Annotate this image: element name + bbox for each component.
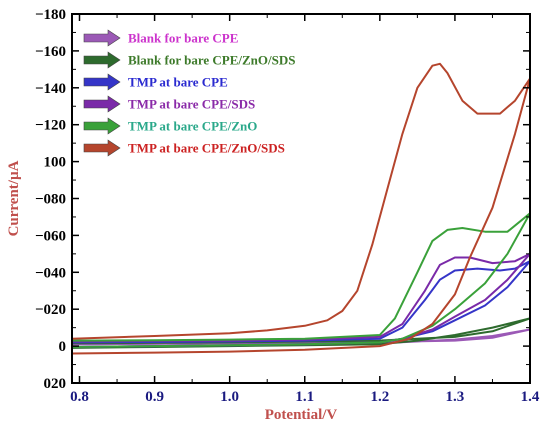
x-tick-label: 0.8 [70, 389, 89, 405]
legend-label: Blank for bare CPE/ZnO/SDS [128, 53, 295, 68]
legend-label: Blank for bare CPE [128, 31, 238, 46]
y-tick-label: 020 [44, 376, 67, 392]
legend-label: TMP at bare CPE/ZnO [128, 119, 257, 134]
y-tick-label: −060 [35, 228, 66, 244]
plot-frame [71, 13, 531, 384]
x-tick-label: 1.1 [295, 389, 314, 405]
legend-entry-3: TMP at bare CPE [83, 73, 228, 91]
y-tick-label: −040 [35, 265, 66, 281]
x-tick-label: 1.0 [220, 389, 239, 405]
y-tick-label: −160 [35, 44, 66, 60]
x-tick-label: 1.3 [446, 389, 465, 405]
y-tick-label: −020 [35, 302, 66, 318]
legend-label: TMP at bare CPE [128, 75, 228, 90]
x-axis-label: Potential/V [265, 407, 338, 423]
x-tick-label: 1.2 [370, 389, 389, 405]
curves-layer [71, 62, 531, 355]
legend-entry-4: TMP at bare CPE/SDS [83, 95, 255, 113]
legend-entry-1: Blank for bare CPE [83, 29, 238, 47]
legend-label: TMP at bare CPE/ZnO/SDS [128, 141, 285, 156]
legend-arrow-icon [83, 139, 121, 157]
y-tick-label: −120 [35, 118, 66, 134]
y-tick-label: −140 [35, 81, 66, 97]
legend-entry-5: TMP at bare CPE/ZnO [83, 117, 257, 135]
legend-arrow-icon [83, 95, 121, 113]
y-axis-label: Current/µA [6, 160, 22, 236]
x-axis-ticks: 0.8 0.9 1.0 1.1 1.2 1.3 1.4 [70, 14, 540, 405]
legend-arrow-icon [83, 51, 121, 69]
legend-arrow-icon [83, 73, 121, 91]
legend-arrow-icon [83, 117, 121, 135]
series-line-6 [71, 62, 531, 355]
x-tick-label: 1.4 [521, 389, 540, 405]
legend-arrow-icon [83, 29, 121, 47]
y-tick-label: −080 [35, 192, 66, 208]
y-tick-label: −180 [35, 7, 66, 23]
series-line-5 [71, 212, 531, 348]
legend: Blank for bare CPE Blank for bare CPE/ZnO… [83, 29, 295, 157]
y-tick-label: 100 [44, 155, 67, 171]
legend-entry-2: Blank for bare CPE/ZnO/SDS [83, 51, 295, 69]
legend-label: TMP at bare CPE/SDS [128, 97, 255, 112]
y-tick-label: 0 [59, 339, 67, 355]
y-axis-ticks: −180 −160 −140 −120 100 −080 −060 −040 −020 0 020 [35, 7, 530, 392]
x-tick-label: 0.9 [145, 389, 164, 405]
legend-entry-6: TMP at bare CPE/ZnO/SDS [83, 139, 285, 157]
